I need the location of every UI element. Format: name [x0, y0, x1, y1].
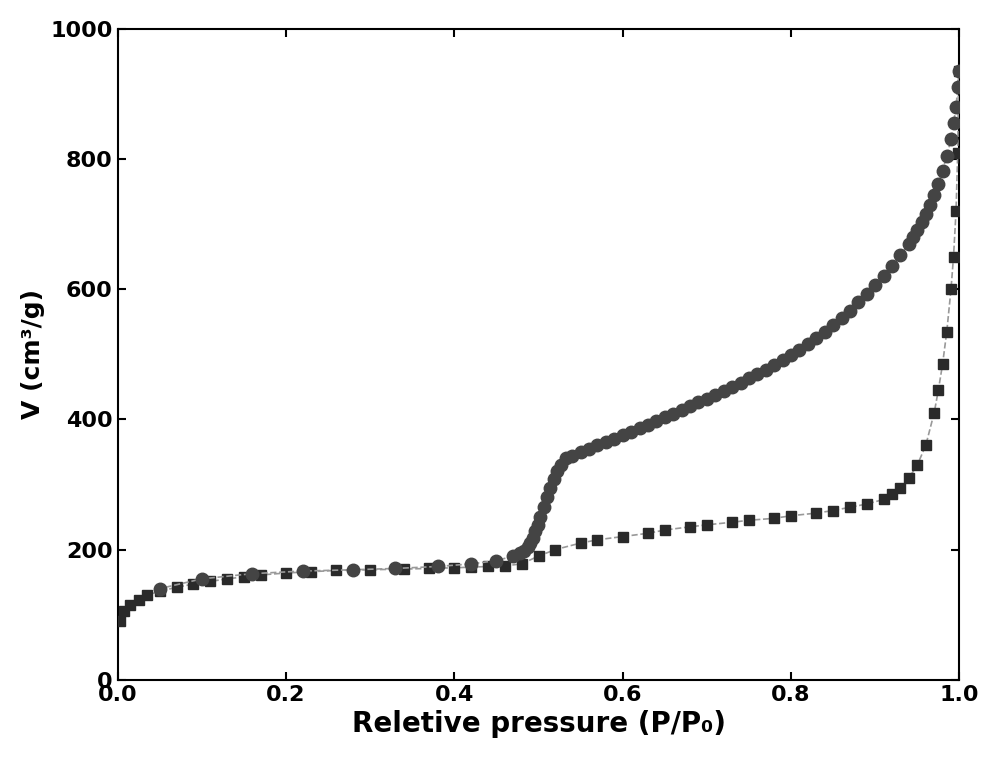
X-axis label: Reletive pressure (P/P₀): Reletive pressure (P/P₀): [352, 710, 726, 739]
Y-axis label: V (cm³/g): V (cm³/g): [21, 289, 45, 419]
